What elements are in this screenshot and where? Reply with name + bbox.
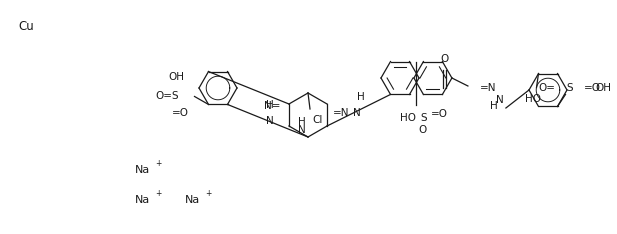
Text: O: O bbox=[441, 55, 449, 64]
Text: N: N bbox=[298, 125, 306, 135]
Text: O=: O= bbox=[539, 84, 555, 93]
Text: =N: =N bbox=[480, 83, 497, 93]
Text: Na: Na bbox=[135, 195, 151, 205]
Text: =O: =O bbox=[431, 109, 447, 119]
Text: H: H bbox=[266, 100, 273, 110]
Text: Na: Na bbox=[185, 195, 201, 205]
Text: H: H bbox=[490, 101, 498, 111]
Text: HO: HO bbox=[524, 94, 540, 104]
Text: N: N bbox=[496, 95, 503, 105]
Text: OH: OH bbox=[595, 84, 611, 93]
Text: OH: OH bbox=[168, 73, 184, 82]
Text: N: N bbox=[353, 108, 361, 118]
Text: +: + bbox=[155, 190, 162, 198]
Text: +: + bbox=[155, 160, 162, 168]
Text: N=: N= bbox=[265, 101, 281, 111]
Text: +: + bbox=[205, 190, 212, 198]
Text: H: H bbox=[298, 117, 306, 127]
Text: N: N bbox=[266, 116, 273, 126]
Text: Cl: Cl bbox=[312, 115, 322, 125]
Text: Na: Na bbox=[135, 165, 151, 175]
Text: S: S bbox=[566, 84, 573, 93]
Text: O: O bbox=[418, 125, 426, 135]
Text: HO: HO bbox=[400, 113, 416, 123]
Text: =O: =O bbox=[172, 108, 189, 118]
Text: H: H bbox=[357, 92, 365, 102]
Text: =N: =N bbox=[333, 108, 350, 118]
Text: =O: =O bbox=[584, 84, 600, 93]
Text: Cu: Cu bbox=[18, 20, 34, 33]
Text: S: S bbox=[420, 113, 427, 123]
Text: O=S: O=S bbox=[155, 91, 178, 102]
